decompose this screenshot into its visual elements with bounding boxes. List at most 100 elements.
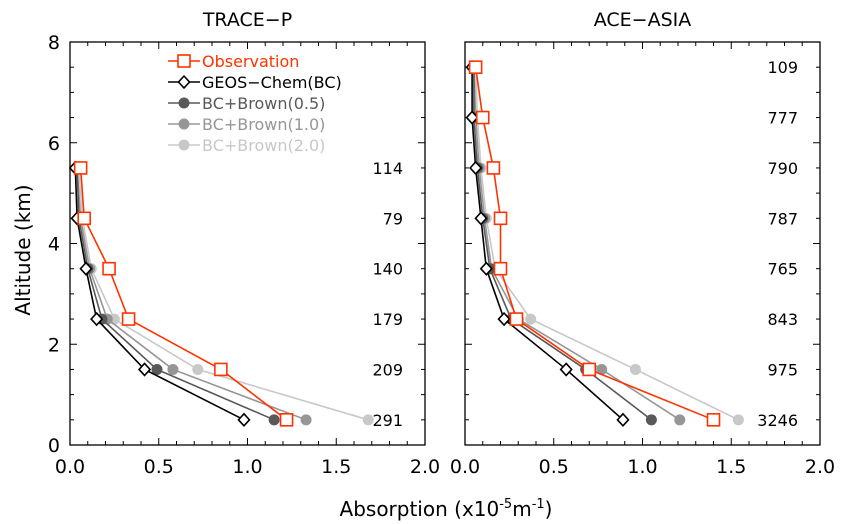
data-point (90, 311, 104, 327)
legend-label: Observation (202, 52, 299, 71)
sample-count: 179 (372, 310, 403, 329)
data-point (237, 412, 251, 427)
data-point (214, 362, 228, 377)
series-line (79, 167, 288, 421)
sample-count: 975 (767, 360, 798, 379)
data-point (468, 60, 483, 74)
sample-count: 777 (767, 109, 798, 128)
data-point (469, 160, 483, 176)
sample-count: 790 (767, 159, 798, 178)
x-tick-label: 2.0 (805, 456, 835, 478)
x-tick-label: 1.0 (627, 456, 657, 478)
panel-title: TRACE−P (202, 9, 292, 31)
series-line (473, 67, 681, 421)
sample-count: 843 (767, 310, 798, 329)
x-tick-label: 1.5 (716, 456, 746, 478)
sample-count: 209 (372, 360, 403, 379)
data-point (465, 110, 479, 125)
sample-count: 79 (383, 209, 403, 228)
x-axis-label-main: Absorption (x10 (340, 497, 500, 521)
panel-title: ACE−ASIA (594, 9, 692, 31)
panel-2: ACE−ASIA 0.0 0.5 1.0 1.5 2.0 3246 975 843 765 787 7… (450, 9, 835, 478)
data-point (493, 211, 508, 226)
series-line (74, 167, 245, 421)
data-point (497, 311, 511, 327)
plot-layer: TRACE−P 0.0 0.5 1.0 1.5 2.0 0 2 4 6 8 291 209 179 140 7… (48, 9, 835, 478)
legend: Observation GEOS−Chem(BC) BC+Brown(0.5) BC+… (168, 52, 342, 155)
data-point (493, 261, 508, 276)
x-axis-label-unit: m (512, 497, 531, 521)
sample-count: 140 (372, 260, 403, 279)
x-tick-label: 2.0 (410, 456, 440, 478)
data-point (279, 413, 294, 427)
sample-count: 114 (372, 159, 403, 178)
data-point (706, 413, 721, 427)
plot-frame (464, 41, 821, 446)
legend-marker (177, 54, 191, 68)
x-tick-label: 0.0 (55, 456, 85, 478)
series-line (76, 167, 307, 421)
data-point (362, 414, 374, 426)
data-point (479, 261, 493, 276)
legend-label: BC+Brown(1.0) (202, 115, 325, 134)
x-axis-label-sup1: -5 (499, 497, 512, 512)
data-point (616, 412, 630, 427)
data-point (77, 211, 91, 226)
series-line (76, 167, 275, 421)
data-point (674, 414, 686, 426)
sample-count: 765 (767, 260, 798, 279)
y-tick-label: 8 (48, 32, 60, 54)
data-point (525, 313, 537, 325)
series-line (78, 167, 369, 421)
data-point (167, 363, 179, 375)
x-tick-label: 0.5 (539, 456, 569, 478)
x-axis-label-sup2: -1 (532, 497, 545, 512)
legend-label: GEOS−Chem(BC) (202, 73, 342, 92)
data-point (732, 414, 744, 426)
sample-count: 3246 (757, 411, 798, 430)
sample-count: 291 (372, 411, 403, 430)
sample-count: 787 (767, 209, 798, 228)
y-tick-label: 4 (48, 234, 60, 256)
data-point (192, 363, 204, 375)
y-tick-label: 6 (48, 133, 60, 155)
series-line (474, 67, 739, 421)
data-point (137, 362, 152, 377)
series-line (471, 67, 624, 421)
legend-label: BC+Brown(0.5) (202, 94, 325, 113)
x-tick-label: 1.5 (321, 456, 351, 478)
y-tick-label: 2 (48, 334, 60, 356)
legend-label: BC+Brown(2.0) (202, 136, 325, 155)
legend-marker (178, 139, 190, 151)
x-tick-label: 0.0 (450, 456, 480, 478)
data-point (474, 211, 488, 226)
data-point (629, 363, 641, 375)
y-axis-label: Altitude (km) (11, 184, 35, 315)
series-line (474, 67, 714, 421)
data-point (151, 363, 163, 375)
legend-marker (177, 74, 191, 90)
data-point (645, 414, 657, 426)
data-point (73, 161, 88, 175)
data-point (475, 110, 490, 125)
panel-1: TRACE−P 0.0 0.5 1.0 1.5 2.0 0 2 4 6 8 291 209 179 140 7… (48, 9, 440, 478)
x-axis-label: Absorption (x10-5m-1) (340, 497, 553, 521)
data-point (300, 414, 312, 426)
data-point (102, 261, 116, 276)
x-tick-label: 1.0 (232, 456, 262, 478)
data-point (582, 362, 597, 377)
sample-count: 109 (767, 58, 798, 77)
data-point (121, 312, 136, 326)
legend-marker (178, 118, 190, 130)
data-point (79, 261, 93, 276)
x-axis-label-end: ) (545, 497, 553, 521)
series-line (473, 67, 652, 421)
data-point (486, 161, 501, 175)
x-tick-label: 0.5 (144, 456, 174, 478)
data-point (268, 414, 280, 426)
data-point (559, 362, 573, 377)
y-tick-label: 0 (48, 435, 60, 457)
data-point (509, 312, 524, 326)
legend-marker (178, 97, 190, 109)
